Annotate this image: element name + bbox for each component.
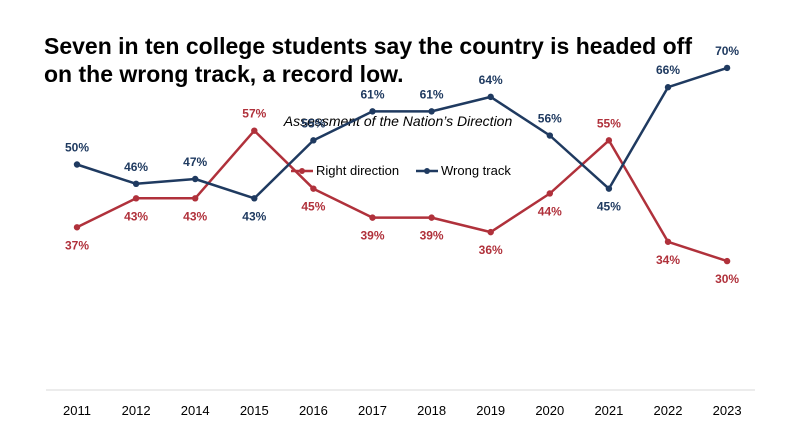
data-point-right-direction-2021 xyxy=(605,137,613,144)
data-label-right-direction-2020: 44% xyxy=(538,204,562,218)
data-label-wrong-track-2022: 66% xyxy=(656,63,680,77)
data-point-wrong-track-2023 xyxy=(723,64,731,72)
series-line-wrong-track xyxy=(75,66,729,200)
data-point-wrong-track-2015 xyxy=(251,195,258,202)
legend-swatch-marker-wrong-track xyxy=(424,168,430,174)
data-label-right-direction-2011: 37% xyxy=(65,238,89,252)
legend-swatch-marker-right-direction xyxy=(299,168,305,174)
data-label-right-direction-2017: 39% xyxy=(360,229,384,243)
data-point-wrong-track-2019 xyxy=(487,93,494,101)
data-label-wrong-track-2014: 47% xyxy=(183,155,207,169)
data-point-right-direction-2011 xyxy=(73,224,81,231)
data-point-right-direction-2017 xyxy=(369,214,376,221)
data-label-wrong-track-2012: 46% xyxy=(124,160,148,174)
x-tick-label-2023: 2023 xyxy=(713,403,742,418)
chart-subtitle: Assessment of the Nation’s Direction xyxy=(283,113,513,129)
data-point-wrong-track-2017 xyxy=(369,108,376,115)
data-labels: 37% 43% 43% 57% 45% 39% 39% 36% 44% 55% 34% 30% 50% 4… xyxy=(65,44,739,286)
x-tick-label-2016: 2016 xyxy=(299,403,328,418)
data-point-right-direction-2019 xyxy=(487,228,494,236)
x-tick-label-2019: 2019 xyxy=(476,403,505,418)
headline: Seven in ten college students say the co… xyxy=(44,32,764,88)
data-point-right-direction-2015 xyxy=(251,127,258,134)
data-point-wrong-track-2014 xyxy=(192,175,199,183)
x-tick-label-2021: 2021 xyxy=(594,403,623,418)
data-point-right-direction-2022 xyxy=(664,238,672,245)
data-label-right-direction-2019: 36% xyxy=(479,243,503,257)
x-tick-label-2014: 2014 xyxy=(181,403,210,418)
data-point-wrong-track-2020 xyxy=(546,132,553,139)
x-tick-label-2011: 2011 xyxy=(63,403,91,418)
headline-line-1: Seven in ten college students say the co… xyxy=(44,33,692,59)
x-axis-tick-labels: 2011 2012 2014 2015 2016 2017 2018 2019 2020 2021… xyxy=(63,403,742,418)
data-label-right-direction-2015: 57% xyxy=(242,107,266,121)
data-point-right-direction-2020 xyxy=(546,190,553,197)
data-label-wrong-track-2015: 43% xyxy=(242,209,266,223)
data-point-wrong-track-2021 xyxy=(605,185,613,192)
data-label-wrong-track-2019: 64% xyxy=(479,73,503,87)
data-label-right-direction-2012: 43% xyxy=(124,209,148,223)
x-tick-label-2018: 2018 xyxy=(417,403,446,418)
x-tick-label-2012: 2012 xyxy=(122,403,151,418)
data-label-right-direction-2023: 30% xyxy=(715,272,739,286)
headline-line-2: on the wrong track, a record low. xyxy=(44,61,404,87)
data-point-wrong-track-2011 xyxy=(73,161,81,168)
x-tick-label-2017: 2017 xyxy=(358,403,387,418)
data-point-right-direction-2016 xyxy=(310,185,317,192)
data-label-wrong-track-2020: 56% xyxy=(538,112,562,126)
legend-label-wrong-track: Wrong track xyxy=(441,163,511,178)
data-label-wrong-track-2023: 70% xyxy=(715,44,739,58)
data-point-right-direction-2012 xyxy=(132,195,140,202)
data-label-right-direction-2016: 45% xyxy=(301,200,325,214)
x-tick-label-2022: 2022 xyxy=(654,403,683,418)
data-label-right-direction-2018: 39% xyxy=(420,229,444,243)
data-point-wrong-track-2022 xyxy=(664,84,672,91)
data-label-wrong-track-2021: 45% xyxy=(597,200,621,214)
data-point-wrong-track-2012 xyxy=(132,180,140,188)
data-label-right-direction-2022: 34% xyxy=(656,253,680,267)
data-point-right-direction-2018 xyxy=(428,214,435,221)
legend: Right direction Wrong track xyxy=(291,163,511,178)
data-point-right-direction-2023 xyxy=(723,257,731,265)
series-line-right-direction xyxy=(75,129,729,263)
data-label-right-direction-2014: 43% xyxy=(183,209,207,223)
data-point-wrong-track-2018 xyxy=(428,108,435,115)
data-point-wrong-track-2016 xyxy=(310,137,317,144)
data-label-wrong-track-2017: 61% xyxy=(360,87,384,101)
legend-label-right-direction: Right direction xyxy=(316,163,399,178)
data-point-right-direction-2014 xyxy=(192,195,199,202)
data-label-wrong-track-2018: 61% xyxy=(420,87,444,101)
data-label-right-direction-2021: 55% xyxy=(597,116,621,130)
x-tick-label-2020: 2020 xyxy=(535,403,564,418)
series-layer xyxy=(73,64,731,265)
data-label-wrong-track-2011: 50% xyxy=(65,141,89,155)
x-tick-label-2015: 2015 xyxy=(240,403,269,418)
data-label-wrong-track-2016: 55% xyxy=(301,116,325,130)
